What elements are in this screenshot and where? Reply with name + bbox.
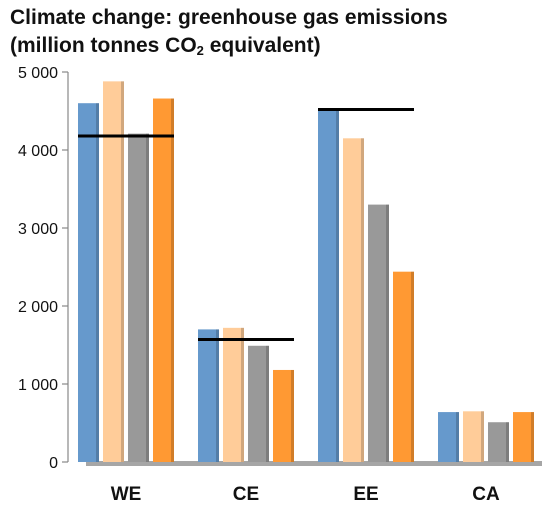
bar-shade [146, 133, 149, 462]
bar [198, 329, 219, 462]
chart-title: Climate change: greenhouse gas emissions… [10, 4, 545, 60]
y-tick-label: 1 000 [18, 377, 58, 394]
bar-shade [411, 271, 414, 462]
bar [393, 271, 414, 462]
y-tick-label: 2 000 [18, 299, 58, 316]
y-tick-label: 3 000 [18, 221, 58, 238]
bar-shade [456, 412, 459, 462]
bar [343, 138, 364, 463]
x-category-label: WE [111, 484, 142, 505]
bar-shade [506, 422, 509, 462]
bar-shade [481, 411, 484, 462]
chart-title-line-1: Climate change: greenhouse gas emissions [10, 6, 448, 29]
chart-title-subscript: 2 [196, 43, 204, 58]
bar [223, 327, 244, 462]
bar [248, 345, 269, 462]
y-tick-label: 4 000 [18, 143, 58, 160]
bar-shade [121, 81, 124, 463]
bar-shade [291, 369, 294, 462]
bar-shade [386, 204, 389, 462]
bar [103, 81, 124, 463]
bar [273, 369, 294, 462]
chart-title-line-2-prefix: (million tonnes CO [10, 34, 197, 57]
chart-axes [62, 71, 542, 466]
x-axis-baseline [86, 461, 542, 466]
chart-title-line-2-suffix: equivalent) [203, 34, 321, 57]
bar [368, 204, 389, 462]
bar-shade [336, 111, 339, 462]
bar-shade [96, 103, 99, 462]
bar-shade [361, 138, 364, 463]
chart-reference-lines [78, 107, 414, 342]
bar-shade [266, 345, 269, 462]
chart-labels: 0 1 000 2 000 3 000 4 000 5 000 WE CE EE CA [18, 65, 500, 505]
bar [488, 422, 509, 462]
bar-shade [216, 329, 219, 462]
bar [78, 103, 99, 462]
bar-shade [531, 412, 534, 462]
bar-shade [171, 98, 174, 463]
chart-bars [78, 81, 534, 463]
y-tick-label: 5 000 [18, 65, 58, 82]
bar [153, 98, 174, 463]
bar [513, 412, 534, 462]
bar [438, 412, 459, 462]
bar [463, 411, 484, 462]
x-category-label: CE [233, 484, 259, 505]
bar-shade [241, 327, 244, 462]
bar [128, 133, 149, 462]
y-tick-label: 0 [49, 455, 58, 472]
x-category-label: CA [472, 484, 500, 505]
x-category-label: EE [353, 484, 378, 505]
chart-title-line-2: (million tonnes CO2 equivalent) [10, 32, 545, 60]
bar [318, 111, 339, 462]
